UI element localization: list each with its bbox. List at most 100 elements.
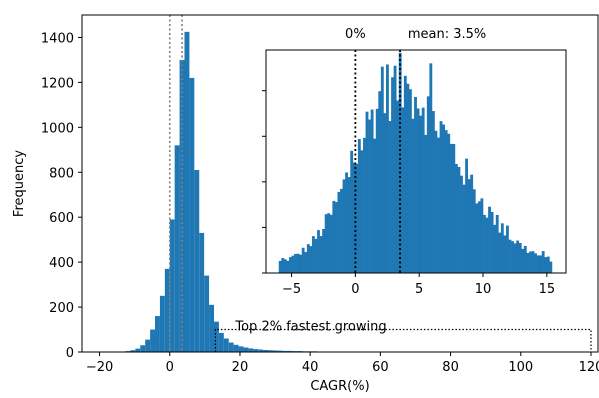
inset-bar: [324, 214, 328, 273]
x-tick-label: 40: [302, 360, 319, 375]
inset-bar: [327, 213, 331, 273]
main-axes-frame: [81, 14, 599, 353]
y-tick-label: 600: [49, 211, 74, 226]
inset-bar: [352, 162, 356, 273]
main-bar: [258, 349, 264, 352]
inset-bar: [503, 235, 507, 273]
x-tick-label: 100: [508, 360, 533, 375]
inset-bar: [334, 202, 338, 273]
inset-bar: [431, 111, 435, 274]
inset-bar: [288, 257, 292, 273]
inset-bar: [393, 65, 397, 273]
inset-x-tick-label: 10: [475, 282, 492, 297]
inset-bar: [375, 108, 379, 273]
main-bar: [169, 219, 175, 352]
main-bar: [145, 339, 151, 352]
inset-x-tick-label: 15: [539, 282, 556, 297]
main-bar: [213, 321, 219, 352]
inset-bar: [457, 166, 461, 273]
inset-bar: [419, 115, 423, 273]
inset-bar: [306, 244, 310, 273]
inset-bar: [421, 107, 425, 273]
inset-bar: [357, 138, 361, 273]
main-bar: [150, 329, 156, 352]
inset-bar: [493, 224, 497, 273]
inset-bar: [475, 203, 479, 273]
inset-x-tick-label: 5: [415, 282, 423, 297]
inset-bar: [528, 251, 532, 273]
inset-bar: [408, 89, 412, 273]
inset-bar: [278, 260, 282, 273]
inset-bar: [322, 229, 326, 273]
inset-bar: [337, 191, 341, 273]
x-tick-label: 20: [232, 360, 249, 375]
inset-axes-frame: [265, 49, 567, 274]
inset-bar: [518, 242, 522, 273]
main-bar: [204, 275, 210, 352]
inset-bar: [511, 241, 514, 273]
inset-bar: [299, 254, 303, 273]
main-bar: [248, 348, 254, 352]
inset-bar: [380, 66, 384, 274]
inset-bar: [350, 150, 354, 273]
main-bar: [164, 268, 170, 352]
main-y-ticks: 0 200 400 600 800 1000 1200 1400: [41, 31, 82, 361]
main-bar: [282, 350, 288, 352]
main-bar: [130, 350, 136, 352]
inset-bar: [294, 253, 297, 273]
main-bar: [140, 345, 146, 352]
main-bar: [238, 346, 244, 352]
inset-bar: [319, 236, 323, 273]
inset-bar: [426, 96, 430, 273]
inset-bar: [388, 121, 392, 273]
inset-bar: [531, 251, 535, 273]
inset-bar: [534, 253, 537, 273]
main-bar: [223, 338, 229, 352]
inset-bar: [470, 174, 474, 273]
inset-bar: [452, 144, 456, 273]
main-bar: [268, 350, 273, 352]
inset-bar: [329, 214, 333, 273]
inset-bar: [444, 130, 448, 273]
inset-bar: [541, 251, 545, 273]
x-tick-label: 120: [579, 360, 599, 375]
inset-bar: [462, 184, 466, 273]
inset-bar: [439, 121, 443, 273]
y-tick-label: 0: [66, 346, 74, 361]
inset-bar: [370, 109, 374, 273]
inset-bar: [485, 217, 489, 273]
inset-bar: [414, 97, 417, 274]
main-bar: [135, 348, 141, 352]
annotation-label: Top 2% fastest growing: [234, 320, 386, 335]
inset-bar: [317, 230, 320, 273]
inset-mean-label: mean: 3.5%: [408, 27, 486, 42]
inset-bar: [347, 177, 351, 273]
main-bar: [159, 295, 165, 352]
inset-x-tick-label: −5: [282, 282, 301, 297]
inset-bar: [301, 247, 305, 273]
y-tick-label: 1400: [41, 31, 74, 46]
inset-bar: [516, 240, 520, 273]
inset-bar: [539, 255, 543, 273]
inset-bar: [360, 150, 364, 273]
inset-bar: [396, 100, 400, 273]
inset-bar: [291, 255, 295, 273]
inset-histogram: −5 0 5 10 15 0% mean: 3.5%: [262, 27, 567, 297]
inset-bar: [523, 245, 527, 273]
main-bar: [199, 232, 205, 352]
inset-bar: [406, 83, 410, 274]
inset-bar: [521, 248, 525, 273]
inset-bar: [386, 64, 389, 274]
inset-bar: [286, 260, 290, 273]
inset-bar: [498, 232, 502, 273]
inset-bar: [437, 137, 440, 273]
inset-bar: [483, 214, 486, 273]
inset-bar: [480, 198, 484, 273]
inset-bar: [495, 214, 499, 273]
main-bar: [263, 349, 269, 352]
main-bar: [174, 145, 180, 352]
main-bar: [189, 77, 195, 352]
main-reference-lines: [168, 15, 183, 352]
y-axis-label: Frequency: [12, 150, 27, 217]
